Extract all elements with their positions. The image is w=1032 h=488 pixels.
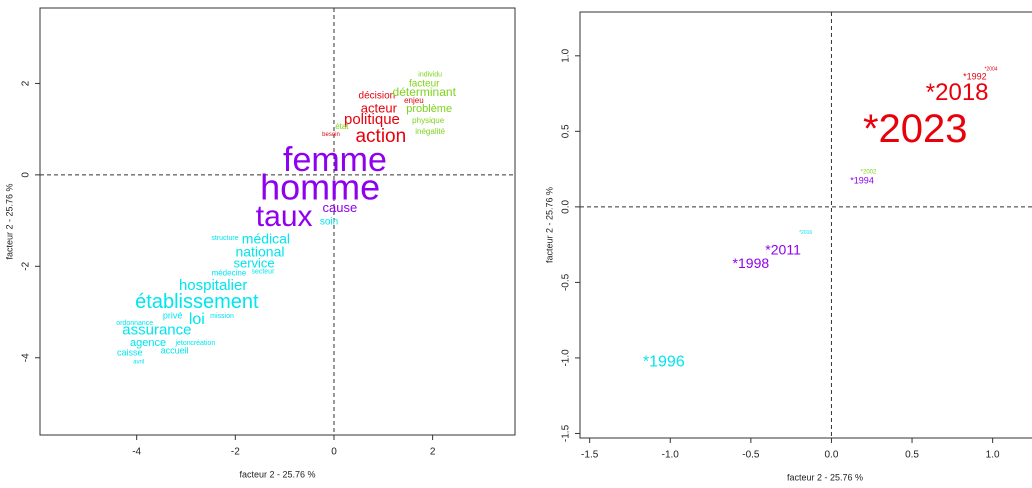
x-tick-label: -1.5 (581, 450, 599, 461)
word-point: service (233, 255, 274, 270)
y-tick-label: -1.5 (561, 424, 572, 442)
word-point: acteur (361, 100, 398, 115)
plot-frame (579, 11, 1032, 439)
word-point: enjeu (404, 96, 424, 105)
word-point: jeton (174, 340, 190, 347)
word-point: femme (283, 141, 387, 179)
word-point: besoin (322, 132, 340, 138)
word-point: homme (260, 166, 380, 207)
word-point: ordonnance (116, 320, 153, 327)
x-axis-label: facteur 2 - 25.76 % (787, 472, 863, 482)
word-point: hospitalier (179, 277, 247, 294)
y-tick-label: 0 (21, 172, 32, 178)
x-tick-label: 0.0 (824, 450, 838, 461)
word-point: mission (210, 313, 234, 320)
word-point: *1994 (850, 176, 874, 186)
word-point: accueil (161, 345, 189, 355)
word-point: *1996 (643, 354, 685, 371)
y-tick-label: -4 (21, 353, 32, 362)
word-point: déterminant (393, 85, 457, 99)
word-point: agence (130, 337, 166, 349)
word-point: structure (211, 235, 238, 242)
y-tick-label: 1.0 (561, 48, 572, 62)
word-point: décision (359, 90, 396, 101)
word-point: soin (320, 217, 338, 228)
word-point: création (190, 340, 215, 347)
word-point: privé (163, 311, 183, 321)
x-tick-label: 0 (331, 447, 337, 458)
word-point: politique (344, 111, 400, 128)
word-point: action (355, 126, 406, 147)
x-tick-label: 1.0 (986, 450, 1000, 461)
word-point: problème (406, 103, 452, 115)
word-point: inégalité (415, 127, 445, 136)
word-point: assurance (122, 322, 191, 339)
word-point: national (235, 244, 284, 260)
y-tick-label: -0.5 (561, 273, 572, 291)
word-point: physique (412, 116, 445, 125)
y-tick-label: -2 (21, 261, 32, 270)
word-point: individu (418, 72, 442, 79)
word-point: *2011 (765, 241, 801, 257)
x-tick-label: -0.5 (742, 450, 760, 461)
x-tick-label: -4 (132, 447, 141, 458)
y-axis-label: facteur 2 - 25.76 % (544, 187, 554, 263)
word-point: avril (133, 359, 144, 365)
word-point: loi (189, 311, 205, 328)
plot-frame (39, 7, 516, 436)
word-point: *2016 (799, 230, 812, 236)
x-tick-label: 2 (430, 447, 436, 458)
word-point: taux (256, 200, 313, 233)
word-point: médical (242, 230, 290, 246)
word-point: facteur (409, 79, 440, 90)
x-tick-label: -2 (231, 447, 240, 458)
y-tick-label: 0.5 (561, 124, 572, 138)
word-point: *1992 (963, 71, 987, 81)
word-point: *1998 (733, 255, 770, 271)
x-tick-label: -1.0 (662, 450, 680, 461)
y-tick-label: -1.0 (561, 349, 572, 367)
word-point: établissement (135, 291, 259, 313)
word-point: *2002 (861, 170, 877, 176)
x-axis-label: facteur 2 - 25.76 % (239, 469, 315, 479)
y-tick-label: 2 (21, 80, 32, 86)
word-point: *2023 (863, 107, 968, 151)
x-tick-label: 0.5 (905, 450, 919, 461)
word-point: *2018 (926, 79, 989, 106)
word-point: *2004 (984, 67, 997, 73)
word-point: médecine (212, 268, 247, 277)
y-axis-label: facteur 2 - 25.76 % (4, 183, 14, 259)
word-point: caisse (117, 348, 143, 358)
word-point: état (335, 122, 349, 131)
word-point: cause (323, 200, 358, 215)
y-tick-label: 0.0 (561, 199, 572, 213)
word-point: secteur (251, 269, 275, 276)
